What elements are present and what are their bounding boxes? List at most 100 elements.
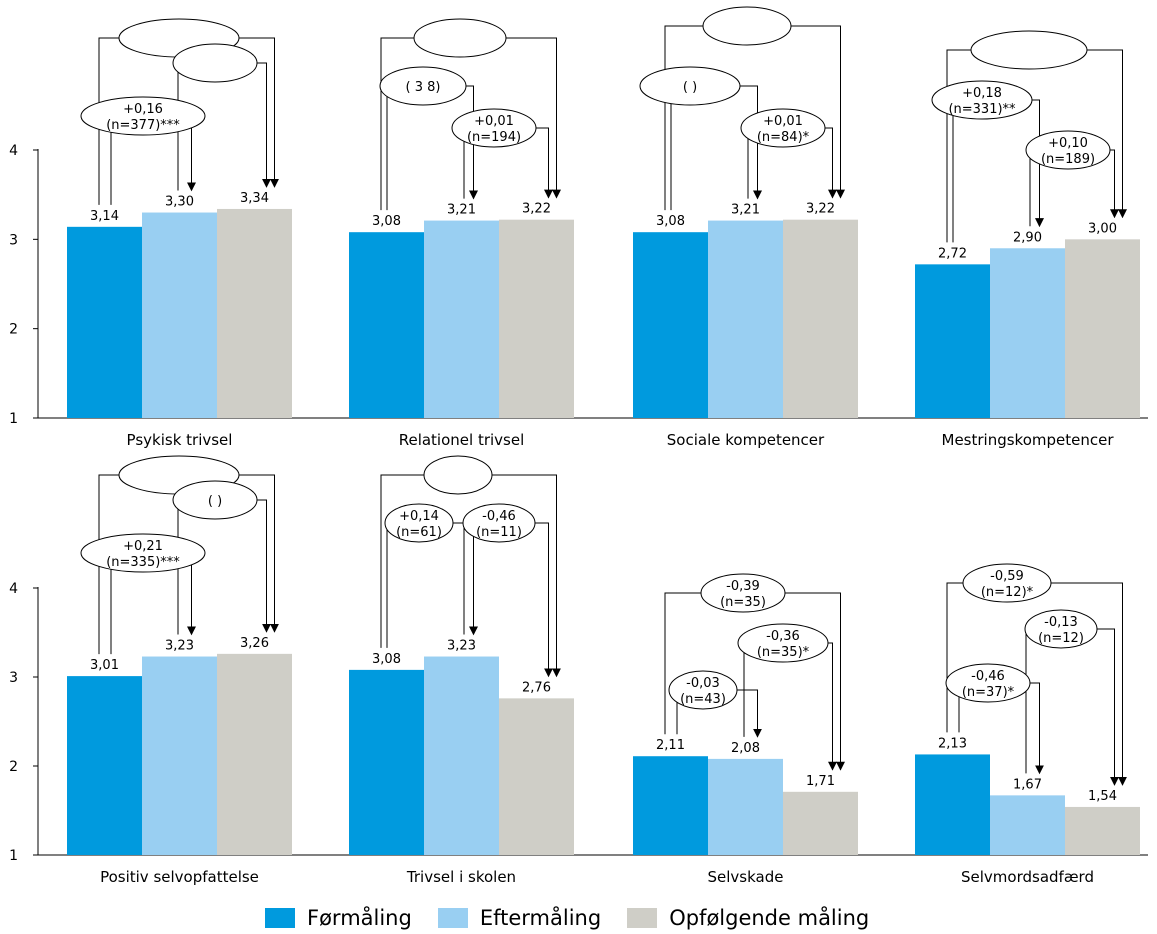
- bar: [424, 220, 499, 418]
- bar: [424, 656, 499, 855]
- bar: [633, 756, 708, 855]
- bar-value-label: 2,13: [938, 736, 967, 751]
- annotation-ellipse: [423, 455, 493, 495]
- bar: [990, 795, 1065, 855]
- bar-value-label: 3,34: [240, 191, 269, 206]
- bar: [67, 676, 142, 855]
- significance-bracket: [463, 522, 553, 678]
- legend-swatch-opfolgende: [627, 908, 658, 928]
- annotation-ellipse: [737, 623, 829, 663]
- bar: [142, 212, 217, 418]
- y-tick-label: 4: [9, 581, 18, 597]
- annotation-n-label: (n=335)***: [106, 555, 180, 570]
- category-label: Selvmordsadfærd: [961, 868, 1094, 886]
- legend-swatch-formaling: [265, 908, 295, 928]
- annotation-n-label: (n=331)**: [948, 102, 1016, 117]
- annotation-n-label: (n=12): [1038, 631, 1084, 646]
- annotation-ellipse: [172, 480, 258, 520]
- category-label: Selvskade: [708, 868, 784, 886]
- bar-value-label: 3,22: [806, 202, 835, 217]
- bar: [217, 208, 292, 418]
- bar-value-label: 3,00: [1088, 221, 1117, 236]
- annotation-ellipse: [80, 96, 206, 136]
- annotation-change-label: +0,10: [1048, 136, 1088, 151]
- annotation-ellipse: [668, 670, 738, 710]
- y-tick-label: 1: [9, 411, 18, 427]
- annotation-change-label: ( ): [208, 494, 222, 509]
- annotation-ellipse: [970, 30, 1088, 70]
- annotation-change-label: -0,03: [686, 676, 720, 691]
- annotation-n-label: (n=12)*: [981, 585, 1034, 600]
- annotation-change-label: -0,59: [990, 569, 1024, 584]
- legend-swatch-eftermaling: [437, 908, 468, 928]
- category-label: Trivsel i skolen: [406, 868, 516, 886]
- legend-item-opfolgende: Opfølgende måling: [627, 906, 869, 930]
- annotation-change-label: +0,01: [474, 114, 514, 129]
- y-tick-label: 2: [9, 322, 18, 338]
- category-label: Mestringskompetencer: [942, 431, 1115, 449]
- bar: [633, 232, 708, 418]
- bar-value-label: 1,67: [1013, 777, 1042, 792]
- bar-value-label: 2,08: [731, 741, 760, 756]
- bar-value-label: 2,76: [522, 680, 551, 695]
- y-tick-label: 3: [9, 670, 18, 686]
- category-label: Sociale kompetencer: [667, 431, 825, 449]
- bar-value-label: 1,54: [1088, 789, 1117, 804]
- category-label: Relationel trivsel: [399, 431, 525, 449]
- bar: [708, 220, 783, 418]
- bar-value-label: 3,21: [731, 203, 760, 218]
- annotation-ellipse: [702, 6, 792, 46]
- annotation-ellipse: [172, 43, 258, 83]
- bar: [67, 226, 142, 418]
- legend-label: Førmåling: [307, 906, 412, 930]
- bar-value-label: 3,08: [372, 652, 401, 667]
- bar-value-label: 3,30: [165, 195, 194, 210]
- y-tick-label: 3: [9, 232, 18, 248]
- category-label: Psykisk trivsel: [127, 431, 233, 449]
- bar: [1065, 806, 1140, 855]
- bar: [915, 264, 990, 418]
- annotation-ellipse: [451, 108, 537, 148]
- y-tick-label: 4: [9, 143, 18, 159]
- annotation-change-label: +0,16: [123, 102, 163, 117]
- annotation-ellipse: [1025, 130, 1111, 170]
- annotation-ellipse: [740, 108, 826, 148]
- bar-value-label: 3,01: [90, 658, 119, 673]
- annotation-change-label: ( ): [683, 80, 697, 95]
- annotation-n-label: (n=189): [1041, 152, 1095, 167]
- annotation-n-label: (n=377)***: [106, 118, 180, 133]
- legend-label: Opfølgende måling: [669, 906, 870, 930]
- bar: [217, 653, 292, 855]
- significance-bracket: [952, 99, 1044, 243]
- annotation-ellipse: [931, 80, 1033, 120]
- bar-value-label: 1,71: [806, 774, 835, 789]
- annotation-n-label: (n=194): [467, 130, 521, 145]
- bar-value-label: 2,11: [656, 738, 685, 753]
- bar: [915, 754, 990, 855]
- y-tick-label: 1: [9, 848, 18, 864]
- bar: [708, 758, 783, 855]
- annotation-n-label: (n=35)*: [757, 645, 810, 660]
- bar-value-label: 3,26: [240, 636, 269, 651]
- legend-item-eftermaling: Eftermåling: [437, 906, 601, 930]
- bar-value-label: 3,23: [447, 639, 476, 654]
- annotation-ellipse: [80, 533, 206, 573]
- bar-value-label: 3,21: [447, 203, 476, 218]
- bar: [499, 698, 574, 855]
- annotation-ellipse: [384, 503, 454, 543]
- annotation-change-label: -0,46: [482, 509, 516, 524]
- annotation-change-label: -0,36: [766, 629, 800, 644]
- bar-chart: 1 2 3 4 1 2 3 4 3,14 3,30 3,34 Psykisk trivsel +0,16…: [9, 6, 1148, 886]
- annotation-ellipse: [945, 663, 1031, 703]
- bar-value-label: 3,08: [372, 214, 401, 229]
- annotation-change-label: +0,14: [399, 509, 439, 524]
- annotation-n-label: (n=35): [720, 595, 766, 610]
- bar: [1065, 239, 1140, 418]
- annotation-ellipse: [639, 66, 741, 106]
- annotation-change-label: +0,21: [123, 539, 163, 554]
- legend-item-formaling: Førmåling: [265, 906, 412, 930]
- annotation-change-label: +0,18: [962, 86, 1002, 101]
- bar-value-label: 2,72: [938, 246, 967, 261]
- significance-bracket: [386, 522, 478, 648]
- annotation-n-label: (n=37)*: [962, 685, 1015, 700]
